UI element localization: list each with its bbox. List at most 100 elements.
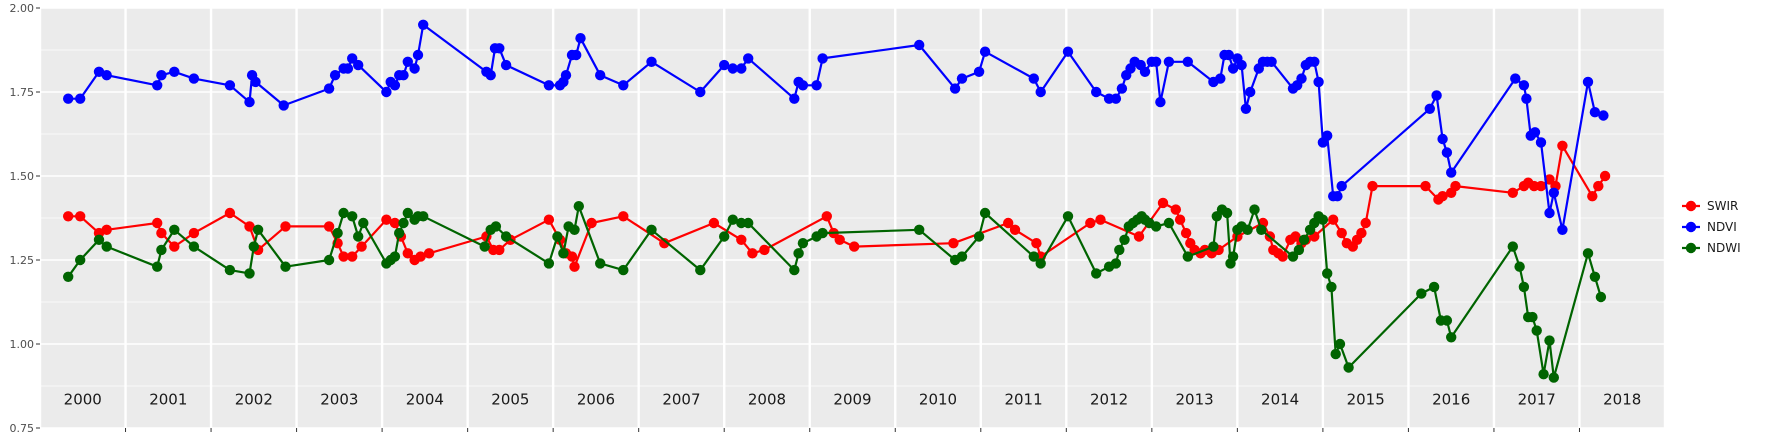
- data-point-ndwi: [573, 201, 584, 212]
- data-point-ndvi: [75, 93, 86, 104]
- data-point-ndvi: [646, 56, 657, 67]
- data-point-ndwi: [1227, 251, 1239, 262]
- data-point-ndwi: [1322, 268, 1333, 279]
- data-point-ndwi: [1548, 372, 1560, 383]
- data-point-ndvi: [412, 49, 424, 61]
- data-point-ndvi: [250, 76, 261, 88]
- data-point-ndvi: [347, 53, 358, 64]
- data-point-ndvi: [1535, 137, 1547, 148]
- data-point-swir: [618, 211, 629, 222]
- data-point-swir: [389, 217, 401, 229]
- data-point-ndvi: [797, 80, 809, 91]
- year-labels: 2000 2001 2002 2003 2004 2005 2006 2007 2008 2009…: [64, 390, 1642, 408]
- data-point-swir: [62, 211, 74, 222]
- data-point-ndwi: [1343, 362, 1354, 373]
- data-point-ndwi: [743, 217, 754, 229]
- data-point-swir: [152, 217, 163, 229]
- data-point-ndvi: [1518, 80, 1530, 91]
- year-label: 2003: [320, 390, 358, 408]
- data-point-ndwi: [1298, 234, 1310, 245]
- data-point-ndwi: [75, 254, 86, 266]
- data-point-ndvi: [409, 63, 420, 74]
- data-point-ndwi: [1221, 207, 1233, 219]
- data-point-ndvi: [224, 80, 236, 91]
- data-point-ndvi: [156, 70, 167, 81]
- data-point-ndvi: [1510, 73, 1521, 84]
- y-tick-label: 1.50: [10, 170, 35, 183]
- year-label: 2002: [235, 390, 273, 408]
- data-point-ndvi: [418, 19, 429, 30]
- data-point-ndvi: [1322, 130, 1333, 141]
- data-point-swir: [948, 238, 959, 249]
- data-point-ndwi: [93, 234, 105, 245]
- data-point-ndwi: [389, 251, 401, 262]
- data-point-swir: [736, 234, 747, 245]
- data-point-ndwi: [793, 248, 804, 259]
- data-point-ndvi: [1598, 110, 1609, 121]
- data-point-ndvi: [817, 53, 828, 64]
- data-point-ndwi: [156, 244, 167, 256]
- data-point-ndvi: [353, 59, 364, 71]
- data-point-ndvi: [101, 70, 112, 81]
- data-point-ndwi: [817, 227, 828, 239]
- grid-layer: [38, 7, 1667, 429]
- data-point-ndwi: [646, 224, 657, 235]
- data-point-ndwi: [347, 211, 358, 222]
- data-point-ndwi: [727, 214, 738, 225]
- data-point-ndwi: [252, 224, 264, 235]
- data-point-ndvi: [1309, 56, 1320, 67]
- data-point-swir: [1507, 187, 1519, 198]
- data-point-ndvi: [543, 80, 555, 91]
- data-point-ndvi: [956, 73, 968, 84]
- data-point-swir: [101, 224, 112, 235]
- data-point-swir: [323, 221, 335, 232]
- data-point-swir: [224, 207, 236, 219]
- data-point-ndvi: [949, 83, 961, 94]
- data-point-swir: [1174, 214, 1186, 225]
- legend-key-point: [1685, 200, 1697, 212]
- data-point-swir: [75, 211, 86, 222]
- data-point-ndvi: [500, 59, 512, 71]
- data-point-swir: [1535, 180, 1547, 192]
- data-point-ndvi: [575, 33, 586, 44]
- data-point-ndvi: [1296, 73, 1307, 84]
- legend-label-swir: SWIR: [1707, 199, 1738, 213]
- data-point-ndwi: [1514, 261, 1525, 272]
- data-point-ndwi: [1330, 348, 1341, 360]
- data-point-ndvi: [1110, 93, 1122, 104]
- legend-item-ndvi: NDVI: [1682, 220, 1737, 234]
- data-point-ndwi: [280, 261, 291, 272]
- data-point-swir: [569, 261, 580, 272]
- data-point-ndvi: [727, 63, 738, 74]
- legend-label-ndwi: NDWI: [1707, 241, 1741, 255]
- data-point-ndvi: [1150, 56, 1162, 67]
- data-point-ndvi: [381, 86, 392, 98]
- data-point-ndwi: [1317, 214, 1329, 225]
- data-point-swir: [586, 217, 597, 229]
- data-point-ndwi: [558, 248, 569, 259]
- data-point-ndvi: [1544, 207, 1555, 219]
- data-point-ndvi: [494, 43, 505, 54]
- data-point-ndwi: [1507, 241, 1519, 252]
- data-point-ndwi: [1035, 258, 1046, 269]
- y-tick-label: 0.75: [10, 422, 35, 435]
- data-point-swir: [1557, 140, 1568, 151]
- data-point-ndwi: [1208, 241, 1219, 252]
- year-label: 2007: [662, 390, 700, 408]
- data-point-swir: [1085, 217, 1096, 229]
- data-point-ndvi: [244, 96, 255, 108]
- data-point-swir: [1170, 204, 1182, 215]
- data-point-ndvi: [402, 56, 413, 67]
- data-point-swir: [1277, 251, 1288, 262]
- legend: SWIR NDVI NDWI: [1682, 199, 1741, 255]
- data-point-ndvi: [1116, 83, 1128, 94]
- data-point-swir: [1336, 227, 1347, 239]
- data-point-ndwi: [224, 264, 236, 276]
- data-point-ndwi: [1062, 211, 1074, 222]
- data-point-ndwi: [1589, 271, 1601, 282]
- data-point-ndwi: [1527, 311, 1538, 323]
- data-point-ndvi: [743, 53, 754, 64]
- year-label: 2017: [1518, 390, 1556, 408]
- data-point-swir: [566, 251, 578, 262]
- data-point-ndvi: [1332, 191, 1343, 202]
